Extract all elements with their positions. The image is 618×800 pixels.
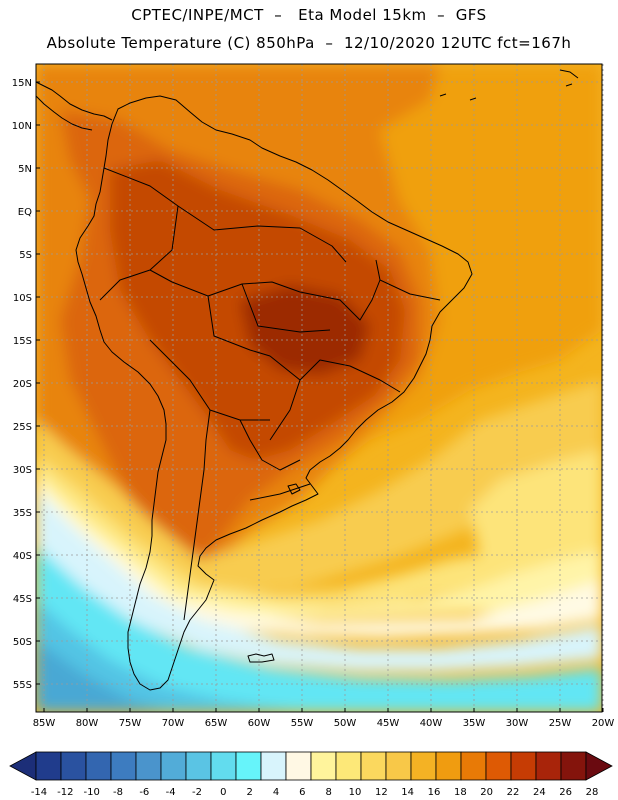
coastline-and-borders bbox=[35, 69, 579, 691]
colorbar-swatch bbox=[110, 751, 137, 781]
colorbar-swatch bbox=[410, 751, 437, 781]
field-band-2C bbox=[36, 545, 602, 712]
colorbar-label: 14 bbox=[401, 787, 414, 798]
latitude-labels: 15N 10N 5N EQ 5S 10S 15S 20S 25S 30S 35S 40S 45S 50S 5… bbox=[12, 78, 40, 691]
field-band-28C bbox=[240, 285, 370, 375]
colorbar-swatch bbox=[60, 751, 87, 781]
lagoa-dos-patos bbox=[287, 483, 301, 495]
colorbar-label: 12 bbox=[375, 787, 388, 798]
colorbar-swatch bbox=[185, 751, 212, 781]
longitude-label: 60W bbox=[248, 718, 271, 729]
latitude-label: 40S bbox=[13, 551, 32, 562]
field-band-minus2C bbox=[36, 640, 170, 712]
colorbar-over-arrow bbox=[585, 751, 613, 781]
colorbar-under-arrow bbox=[9, 751, 37, 781]
latitude-label: 20S bbox=[13, 379, 32, 390]
colorbar-swatch bbox=[135, 751, 162, 781]
falkland-islands bbox=[247, 653, 275, 663]
colorbar-label: 28 bbox=[586, 787, 599, 798]
colorbar-swatch bbox=[560, 751, 587, 781]
longitude-label: 50W bbox=[334, 718, 357, 729]
field-band-6C bbox=[36, 482, 602, 638]
colorbar-swatch bbox=[160, 751, 187, 781]
latitude-label: 30S bbox=[13, 465, 32, 476]
colorbar-swatch bbox=[385, 751, 412, 781]
map-frame bbox=[35, 63, 603, 713]
latitude-label: 55S bbox=[13, 680, 32, 691]
latitude-label: 5N bbox=[18, 164, 32, 175]
latitude-label: 10N bbox=[12, 121, 32, 132]
longitude-label: 55W bbox=[291, 718, 314, 729]
colorbar-label: 6 bbox=[299, 787, 305, 798]
field-band-4C bbox=[36, 490, 602, 672]
colorbar-swatch bbox=[535, 751, 562, 781]
latitude-label: 25S bbox=[13, 422, 32, 433]
latitude-label: 45S bbox=[13, 594, 32, 605]
colorbar-swatch bbox=[435, 751, 462, 781]
colorbar-swatch bbox=[35, 751, 62, 781]
latitude-label: EQ bbox=[18, 207, 32, 218]
latitude-label: 50S bbox=[13, 637, 32, 648]
colorbar-swatch bbox=[260, 751, 287, 781]
colorbar-swatch bbox=[510, 751, 537, 781]
colorbar-swatch bbox=[485, 751, 512, 781]
internal-borders bbox=[99, 167, 441, 621]
map-subtitle: Absolute Temperature (C) 850hPa – 12/10/… bbox=[46, 34, 572, 52]
latitude-label: 35S bbox=[13, 508, 32, 519]
colorbar-label: -14 bbox=[31, 787, 47, 798]
colorbar-label: 2 bbox=[246, 787, 252, 798]
colorbar-label: 20 bbox=[480, 787, 493, 798]
colorbar-swatch bbox=[360, 751, 387, 781]
longitude-labels: 85W 80W 75W 70W 65W 60W 55W 50W 45W 40W 35W 30W 25W 2… bbox=[33, 708, 615, 729]
colorbar-swatch bbox=[235, 751, 262, 781]
colorbar-label: 8 bbox=[325, 787, 331, 798]
colorbar: -14 -12 -10 -8 -6 -4 -2 0 2 4 6 8 10 12 14 16 18 20 22 24 26… bbox=[9, 751, 613, 798]
colorbar-swatch bbox=[210, 751, 237, 781]
colorbar-label: -6 bbox=[139, 787, 149, 798]
colorbar-label: 22 bbox=[507, 787, 520, 798]
colorbar-label: -12 bbox=[57, 787, 73, 798]
colorbar-label: 4 bbox=[273, 787, 279, 798]
latitude-label: 10S bbox=[13, 293, 32, 304]
longitude-label: 30W bbox=[506, 718, 529, 729]
colorbar-label: 18 bbox=[454, 787, 467, 798]
longitude-label: 40W bbox=[420, 718, 443, 729]
longitude-label: 25W bbox=[549, 718, 572, 729]
longitude-label: 35W bbox=[463, 718, 486, 729]
caribbean-islands bbox=[439, 69, 579, 101]
colorbar-label: -4 bbox=[166, 787, 176, 798]
longitude-label: 75W bbox=[119, 718, 142, 729]
longitude-label: 70W bbox=[162, 718, 185, 729]
colorbar-swatch bbox=[85, 751, 112, 781]
colorbar-label: -2 bbox=[192, 787, 202, 798]
colorbar-label: 26 bbox=[559, 787, 572, 798]
colorbar-label: 24 bbox=[533, 787, 546, 798]
longitude-label: 45W bbox=[377, 718, 400, 729]
colorbar-label: 16 bbox=[428, 787, 441, 798]
latitude-label: 15S bbox=[13, 336, 32, 347]
longitude-label: 65W bbox=[205, 718, 228, 729]
longitude-label: 80W bbox=[76, 718, 99, 729]
colorbar-label: 0 bbox=[220, 787, 226, 798]
colorbar-swatch bbox=[285, 751, 312, 781]
south-america-coastline bbox=[75, 95, 473, 691]
field-band-14C bbox=[36, 380, 602, 590]
lat-lon-gridlines bbox=[36, 64, 604, 712]
latitude-label: 5S bbox=[19, 250, 32, 261]
central-america-coast bbox=[35, 81, 113, 131]
map-title: CPTEC/INPE/MCT – Eta Model 15km – GFS bbox=[131, 6, 487, 24]
colorbar-swatch bbox=[460, 751, 487, 781]
colorbar-label: -10 bbox=[83, 787, 99, 798]
longitude-label: 85W bbox=[33, 718, 56, 729]
field-band-10C bbox=[36, 450, 602, 602]
longitude-label: 20W bbox=[592, 718, 615, 729]
colorbar-swatch bbox=[310, 751, 337, 781]
colorbar-label: -8 bbox=[113, 787, 123, 798]
latitude-label: 15N bbox=[12, 78, 32, 89]
colorbar-label: 10 bbox=[349, 787, 362, 798]
colorbar-swatch bbox=[335, 751, 362, 781]
